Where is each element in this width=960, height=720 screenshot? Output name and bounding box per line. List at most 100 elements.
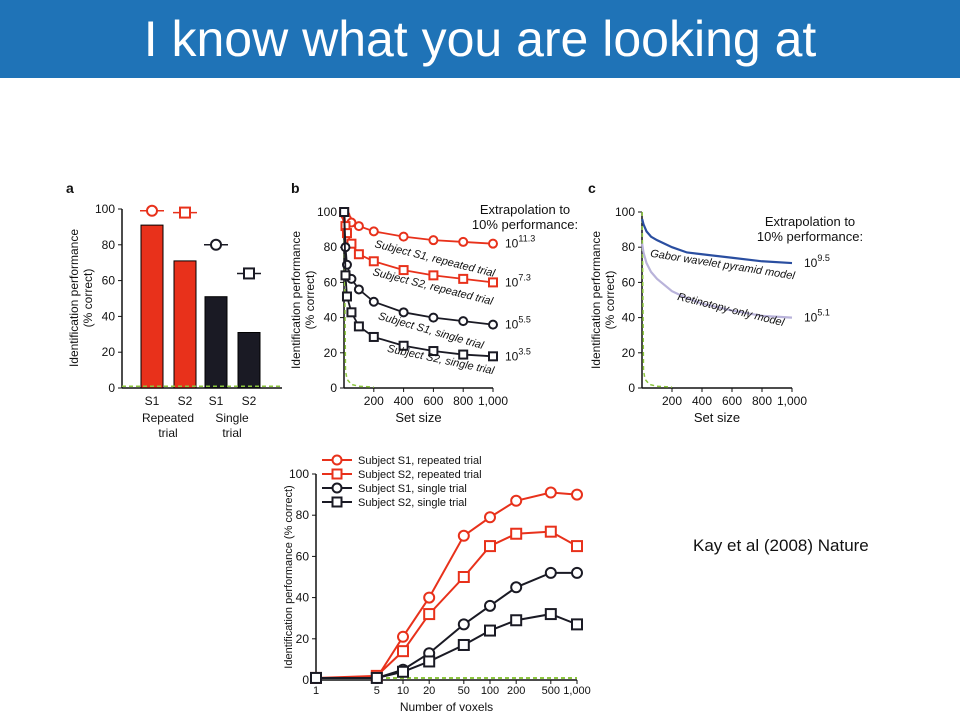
panel-a-extrapolation-marker — [146, 204, 158, 217]
panel-c-y-tick-label: 60 — [622, 275, 636, 289]
panel-d-series-marker — [457, 571, 470, 583]
panel-d-series-marker — [484, 540, 496, 553]
panel-d-series-marker — [397, 645, 409, 658]
panel-b-series-marker — [488, 238, 498, 249]
panel-b-series-marker — [428, 270, 439, 281]
panel-b-chance-curve — [343, 211, 374, 388]
panel-a-y-tick-label: 0 — [108, 381, 115, 395]
panel-d-y-tick-label: 20 — [296, 632, 310, 646]
panel-d-series-marker — [510, 614, 523, 627]
panel-d-series-marker — [544, 608, 557, 621]
panel-d-x-tick-label: 5 — [374, 685, 380, 697]
panel-d-series-marker — [457, 618, 470, 631]
panel-b-series-marker — [368, 226, 379, 237]
panel-d-series-marker — [544, 566, 557, 579]
panel-c-series-line — [641, 218, 793, 265]
panel-d-series-marker — [510, 494, 523, 507]
panel-a-y-tick-label: 100 — [95, 202, 115, 216]
panel-d-series-marker — [484, 624, 496, 637]
panel-d-series-marker — [484, 511, 496, 524]
panel-c-y-tick-label: 0 — [628, 381, 635, 395]
panel-a-bar — [140, 224, 164, 389]
panel-b-extrapolation-header: Extrapolation to — [480, 202, 570, 217]
panel-a-bar — [173, 260, 197, 389]
panel-b-series-marker — [340, 270, 351, 281]
panel-a-category-label: S2 — [242, 394, 257, 408]
panel-b-series-extrapolation: 103.5 — [505, 346, 531, 363]
panel-a-extrapolation-marker — [243, 267, 255, 280]
panel-b-series-marker — [488, 277, 498, 288]
panel-b-y-tick-label: 20 — [324, 346, 338, 360]
panel-b-y-tick-label: 100 — [317, 205, 337, 219]
panel-b-series-marker — [428, 346, 439, 357]
panel-d-series-marker — [423, 591, 436, 604]
panel-c-series-label: Retinotopy-only model — [676, 291, 786, 329]
panel-d-series-marker — [484, 599, 496, 612]
panel-b-series-extrapolation: 1011.3 — [505, 234, 535, 251]
panel-b-extrapolation-header: 10% performance: — [472, 217, 578, 232]
panel-b-series-line — [343, 211, 494, 358]
panel-d-legend-label: Subject S2, repeated trial — [358, 469, 482, 481]
panel-d-series-marker — [544, 486, 557, 499]
panel-d-series-marker — [397, 630, 409, 643]
panel-b-y-tick-label: 40 — [324, 311, 338, 325]
panel-c-y-axis-label: (% correct) — [603, 271, 617, 330]
panel-d-series-marker — [423, 655, 436, 668]
panel-d-legend-label: Subject S1, single trial — [358, 483, 467, 495]
panel-d-series-marker — [571, 566, 583, 579]
panel-b-series-marker — [398, 307, 409, 318]
panel-b-x-tick-label: 1,000 — [478, 394, 508, 408]
panel-d-y-tick-label: 100 — [289, 467, 309, 481]
panel-b-series-marker — [458, 349, 469, 360]
panel-b-x-tick-label: 800 — [453, 394, 473, 408]
panel-a-y-tick-label: 20 — [102, 345, 116, 359]
panel-c-extrapolation-header: Extrapolation to — [765, 214, 855, 229]
panel-d-x-tick-label: 10 — [397, 685, 409, 697]
panel-b-series-marker — [341, 228, 352, 239]
title-bar — [0, 0, 960, 78]
panel-a-group-label: Single — [215, 411, 249, 425]
panel-a-y-tick-label: 40 — [102, 309, 116, 323]
panel-c-y-tick-label: 100 — [615, 205, 635, 219]
panel-b-series-marker — [341, 259, 352, 270]
panel-a-category-label: S1 — [145, 394, 160, 408]
panel-a-bar — [237, 332, 261, 389]
panel-d-series-marker — [310, 671, 322, 684]
panel-c-y-tick-label: 80 — [622, 240, 636, 254]
panel-b-series-marker — [339, 207, 350, 217]
panel-a-extrapolation-marker — [179, 206, 191, 219]
panel-b-series-extrapolation: 105.5 — [505, 315, 531, 332]
panel-d-x-tick-label: 50 — [458, 685, 470, 697]
panel-a-group-label: trial — [158, 426, 177, 440]
panel-d-series-marker — [423, 608, 436, 621]
panel-b-letter: b — [291, 180, 300, 196]
panel-d-x-tick-label: 20 — [423, 685, 435, 697]
panel-b-x-tick-label: 400 — [394, 394, 414, 408]
panel-a-y-tick-label: 80 — [102, 238, 116, 252]
panel-b-series-marker — [398, 231, 409, 242]
panel-d-x-axis-label: Number of voxels — [400, 700, 493, 714]
panel-c-series-line — [641, 243, 793, 319]
panel-b-y-tick-label: 60 — [324, 275, 338, 289]
panel-d-series-marker — [397, 665, 409, 678]
panel-b-series-line — [343, 211, 494, 326]
panel-d-series-line — [316, 571, 577, 679]
panel-c-x-tick-label: 400 — [692, 394, 712, 408]
panel-b-x-axis-label: Set size — [395, 410, 441, 425]
panel-c-y-tick-label: 40 — [622, 311, 636, 325]
panel-c-chance-curve — [641, 211, 673, 388]
panel-b-series-marker — [353, 221, 364, 232]
panel-b-series-marker — [488, 319, 498, 330]
panel-d-y-tick-label: 60 — [296, 549, 310, 563]
panel-b-y-axis-label: (% correct) — [303, 271, 317, 330]
panel-a-category-label: S1 — [209, 394, 224, 408]
panel-d-series-marker — [544, 525, 557, 538]
panel-b-x-tick-label: 600 — [423, 394, 443, 408]
panel-b-series-marker — [368, 256, 379, 267]
panel-d-series-marker — [457, 529, 470, 542]
panel-b-series-marker — [353, 249, 364, 260]
panel-d-series-marker — [457, 638, 470, 651]
panel-b-series-marker — [398, 340, 409, 351]
panel-c-y-tick-label: 20 — [622, 346, 636, 360]
